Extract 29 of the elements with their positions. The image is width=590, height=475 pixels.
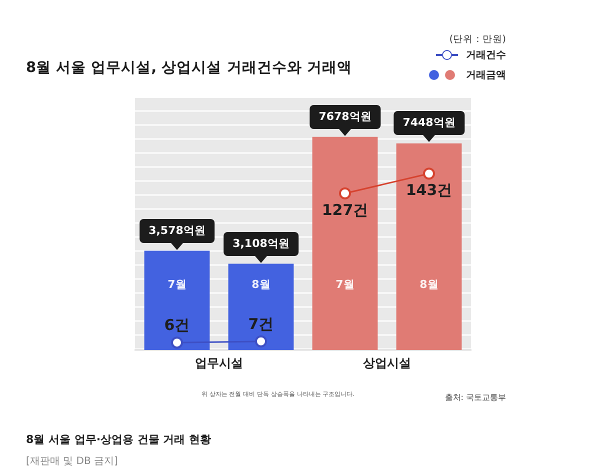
data-label: 3,108억원: [224, 232, 298, 256]
bar: [312, 136, 378, 350]
data-label: 143건: [406, 181, 452, 200]
data-label: 7448억원: [394, 111, 464, 136]
data-label: 7678억원: [310, 104, 380, 129]
data-label: 3,578억원: [140, 218, 214, 243]
chart-title: 8월 서울 업무시설, 상업시설 거래건수와 거래액: [26, 59, 352, 77]
point: [171, 336, 183, 349]
data-label: 127건: [322, 200, 368, 219]
text: (단위 : 만원): [449, 33, 506, 46]
data-label: 7건: [248, 314, 274, 333]
point: [339, 187, 351, 200]
data-label: 6건: [164, 316, 190, 334]
x-tick-label: 7월: [336, 278, 354, 292]
point: [255, 335, 267, 348]
bar: [396, 143, 462, 350]
text: 업무시설: [195, 356, 243, 370]
x-tick-label: 8월: [420, 278, 438, 292]
source-note: 출처: 국토교통부: [444, 392, 506, 403]
x-tick-label: 8월: [252, 278, 270, 292]
text: 상업시설: [362, 356, 411, 370]
x-tick-label: 7월: [168, 278, 186, 292]
bar: [144, 250, 210, 350]
text: [재판매 및 DB 금지]: [26, 455, 118, 468]
bar: [228, 264, 294, 350]
legend-label: 거래건수: [466, 49, 506, 62]
text: 8월 서울 업무·상업용 건물 거래 현황: [26, 432, 211, 447]
legend-label: 거래금액: [466, 69, 506, 82]
point: [423, 168, 435, 180]
